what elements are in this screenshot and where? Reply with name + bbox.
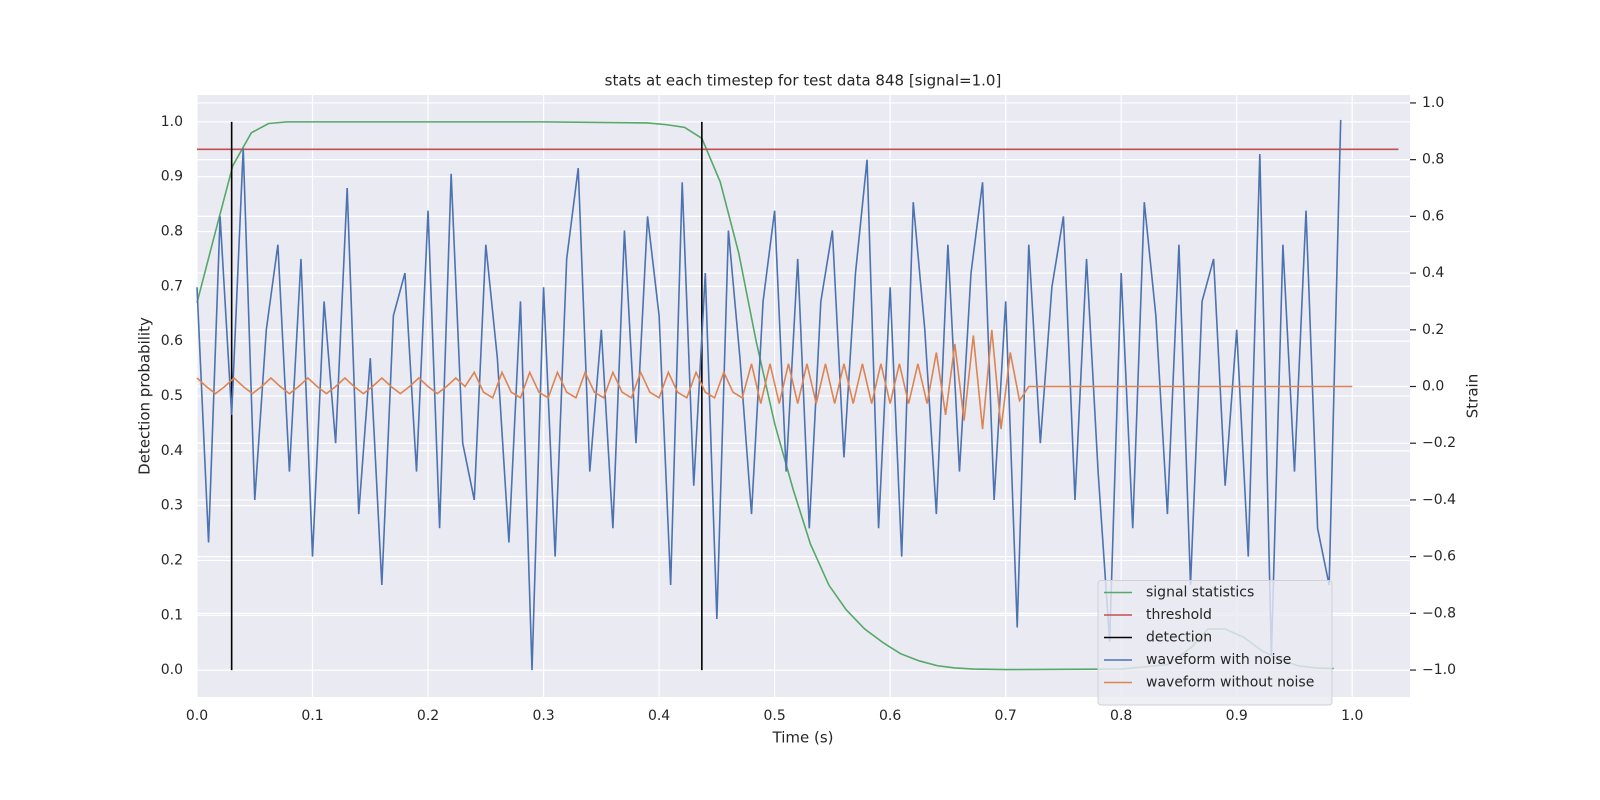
y2-tick-label: 1.0: [1422, 95, 1444, 111]
x-axis-label: Time (s): [772, 729, 834, 747]
x-tick-label: 0.8: [1110, 708, 1132, 724]
x-tick-label: 0.6: [879, 708, 901, 724]
y-tick-label: 0.5: [161, 388, 183, 404]
legend-label: waveform without noise: [1146, 675, 1314, 691]
y-axis-label: Detection probability: [136, 317, 154, 475]
x-tick-label: 0.1: [301, 708, 323, 724]
x-tick-label: 0.0: [186, 708, 208, 724]
legend-box: [1097, 580, 1333, 706]
series-line: [196, 329, 1353, 430]
y-tick-label: 0.8: [161, 224, 183, 240]
y-tick-label: 0.0: [161, 662, 183, 678]
chart-title: stats at each timestep for test data 848…: [605, 72, 1002, 90]
x-tick-label: 0.2: [417, 708, 439, 724]
legend-label: detection: [1146, 630, 1212, 646]
legend-label: threshold: [1146, 607, 1212, 623]
y-tick-label: 0.7: [161, 278, 183, 294]
y2-tick-label: 0.8: [1422, 152, 1444, 168]
y-tick-label: 0.4: [161, 443, 183, 459]
x-tick-label: 0.4: [648, 708, 670, 724]
series-line: [196, 119, 1342, 671]
x-tick-label: 1.0: [1341, 708, 1363, 724]
legend: signal statistics threshold detection wavef…: [1097, 580, 1333, 706]
y-tick-label: 0.2: [161, 552, 183, 568]
y2-tick-label: 0.4: [1422, 265, 1444, 281]
y2-tick-label: 0.6: [1422, 208, 1444, 224]
x-tick-label: 0.9: [1226, 708, 1248, 724]
x-tick-label: 0.5: [763, 708, 785, 724]
legend-label: signal statistics: [1146, 585, 1254, 601]
y2-tick-label: −0.4: [1422, 492, 1456, 508]
y-tick-label: 0.6: [161, 333, 183, 349]
y2-tick-label: −1.0: [1422, 662, 1456, 678]
x-tick-label: 0.7: [995, 708, 1017, 724]
x-tick-label: 0.3: [532, 708, 554, 724]
y2-tick-label: −0.2: [1422, 435, 1456, 451]
y-tick-label: 1.0: [161, 114, 183, 130]
y-tick-label: 0.1: [161, 607, 183, 623]
y2-tick-label: −0.8: [1422, 605, 1456, 621]
y2-tick-label: 0.2: [1422, 322, 1444, 338]
legend-label: waveform with noise: [1146, 652, 1291, 668]
y-tick-label: 0.9: [161, 169, 183, 185]
y2-tick-label: 0.0: [1422, 379, 1444, 395]
y2-axis-label: Strain: [1464, 374, 1482, 418]
y2-tick-label: −0.6: [1422, 549, 1456, 565]
y-tick-label: 0.3: [161, 498, 183, 514]
